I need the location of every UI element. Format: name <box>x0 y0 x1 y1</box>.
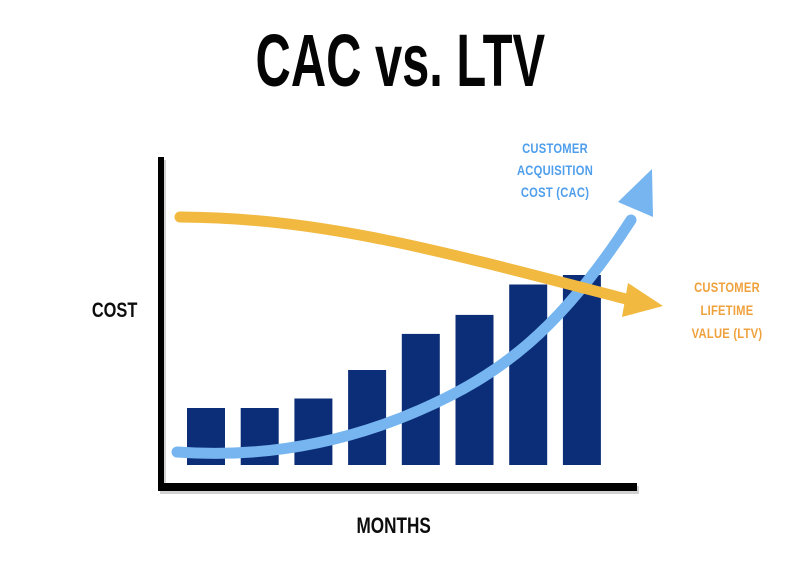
bar-7 <box>509 284 548 465</box>
axes <box>158 157 637 491</box>
bar-4 <box>348 370 387 465</box>
cac-label-line2: ACQUISITION <box>516 162 594 178</box>
bar-group <box>187 275 601 465</box>
cac-arrow <box>171 169 653 459</box>
ltv-label: CUSTOMER LIFETIME VALUE (LTV) <box>652 276 800 345</box>
x-axis-label-text: MONTHS <box>356 513 432 538</box>
cac-label: CUSTOMER ACQUISITION COST (CAC) <box>480 137 630 203</box>
ltv-label-line3: VALUE (LTV) <box>691 325 763 341</box>
ltv-arrow <box>174 211 663 317</box>
cac-arrow-shaft <box>171 214 637 459</box>
ltv-label-line2: LIFETIME <box>700 302 754 318</box>
cac-arrowhead-icon <box>618 169 653 217</box>
ltv-arrow-shaft <box>174 211 636 306</box>
y-axis-label: COST <box>47 299 137 323</box>
chart-title: CAC vs. LTV <box>0 24 800 98</box>
y-axis-label-text: COST <box>91 299 137 322</box>
ltv-label-line1: CUSTOMER <box>694 279 760 295</box>
ltv-arrowhead-icon <box>622 283 663 317</box>
cac-label-line1: CUSTOMER <box>522 140 588 156</box>
bar-3 <box>294 398 333 465</box>
x-axis-label: MONTHS <box>294 513 494 539</box>
chart-title-text: CAC vs. LTV <box>255 19 545 102</box>
cac-label-line3: COST (CAC) <box>520 184 590 200</box>
